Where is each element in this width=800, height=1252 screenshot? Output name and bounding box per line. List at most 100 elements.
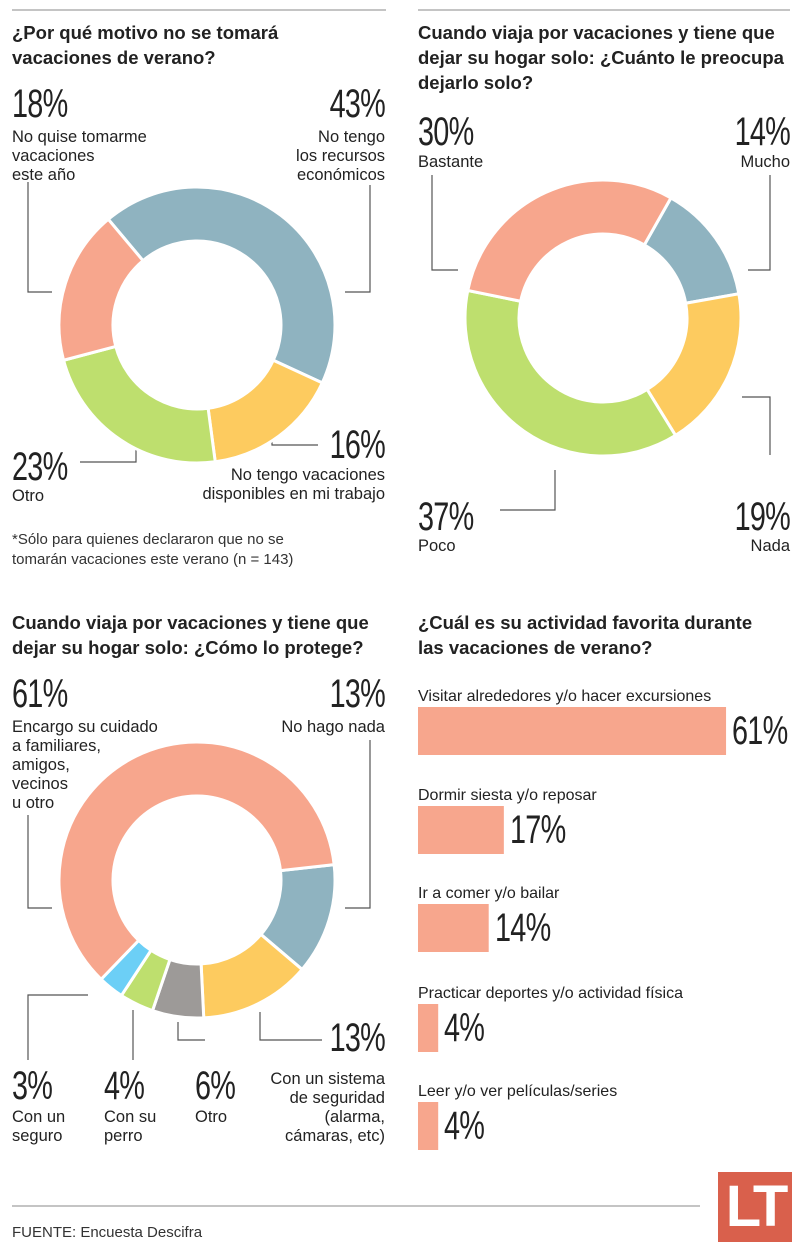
label-line: Encargo su cuidado	[12, 718, 158, 736]
slice-label: No hago nada	[281, 718, 385, 736]
leader-line	[27, 815, 52, 909]
donut-slice	[57, 740, 336, 982]
donut-slice	[57, 217, 146, 363]
bar-value-label: 4%	[444, 1006, 485, 1050]
slice-label: Encargo su cuidado a familiares, amigos, ve…	[12, 718, 158, 813]
chart4-title: ¿Cuál es su actividad favorita durante l…	[418, 610, 752, 660]
title-line: Cuando viaja por vacaciones y tiene que	[418, 22, 775, 43]
bar-value-label: 61%	[732, 709, 788, 753]
bar	[418, 1102, 439, 1150]
pct-label: 61%	[12, 672, 68, 716]
slice-label: Otro	[195, 1108, 228, 1126]
bar-value-label: 4%	[444, 1104, 485, 1148]
slice-label: Con un sistema de seguridad (alarma, cámara…	[270, 1070, 385, 1146]
label-line: vacaciones	[12, 147, 95, 165]
leader-line	[748, 175, 771, 271]
donut-slice	[106, 185, 337, 385]
donut-chart-preocupa	[463, 178, 743, 458]
footnote: *Sólo para quienes declararon que no se t…	[12, 530, 293, 570]
bar-category-label: Leer y/o ver películas/series	[418, 1083, 618, 1100]
title-line: ¿Cuál es su actividad favorita durante	[418, 612, 753, 633]
note-line: *Sólo para quienes declararon que no se	[12, 531, 284, 548]
label-line: cámaras, etc)	[285, 1127, 385, 1145]
bar	[418, 1004, 439, 1052]
bar-category-label: Visitar alrededores y/o hacer excursione…	[418, 688, 712, 705]
leader-line	[259, 1012, 322, 1041]
note-line: tomarán vacaciones este verano (n = 143)	[12, 551, 294, 568]
pct-label: 13%	[329, 672, 386, 716]
bar-chart-actividad	[418, 707, 727, 1150]
leader-line	[27, 182, 52, 293]
label-line: económicos	[296, 166, 385, 184]
pct-label: 4%	[104, 1064, 145, 1108]
label-line: No tengo vacaciones	[230, 466, 385, 484]
pct-label: 18%	[12, 82, 68, 126]
label-line: a familiares,	[12, 737, 101, 755]
slice-label: No tengo vacaciones disponibles en mi tra…	[202, 466, 385, 504]
donut-slice	[206, 358, 325, 464]
title-line: dejar su hogar solo: ¿Cómo lo protege?	[12, 637, 364, 658]
pct-label: 6%	[195, 1064, 236, 1108]
label-line: de seguridad	[289, 1089, 385, 1107]
title-line: Cuando viaja por vacaciones y tiene que	[12, 612, 369, 633]
label-line: amigos,	[12, 756, 70, 774]
bar	[418, 707, 727, 755]
leader-line	[500, 470, 556, 511]
bar	[418, 904, 489, 952]
leader-line	[27, 994, 88, 1060]
title-line: las vacaciones de verano?	[418, 637, 653, 658]
pct-label: 13%	[329, 1016, 386, 1060]
slice-label: Poco	[418, 537, 456, 555]
pct-label: 23%	[12, 445, 68, 489]
logo: LT	[718, 1172, 792, 1242]
leader-line	[742, 396, 771, 455]
donut-slice	[463, 288, 678, 458]
chart1-title: ¿Por qué motivo no se tomará vacaciones …	[12, 20, 278, 70]
label-line: No tengo	[318, 128, 385, 146]
slice-label: Otro	[12, 487, 45, 505]
pct-label: 3%	[12, 1064, 53, 1108]
title-line: dejarlo solo?	[418, 72, 534, 93]
slice-label: Bastante	[418, 153, 484, 171]
label-line: vecinos	[12, 775, 68, 793]
slice-label: Mucho	[740, 153, 790, 171]
label-line: u otro	[12, 794, 55, 812]
slice-label: Con su perro	[104, 1108, 156, 1146]
label-line: este año	[12, 166, 76, 184]
pct-label: 30%	[418, 110, 474, 154]
label-line: Con un	[12, 1108, 66, 1126]
slice-label: No tengo los recursos económicos	[296, 128, 385, 185]
pct-label: 37%	[418, 495, 474, 539]
label-line: (alarma,	[324, 1108, 385, 1126]
pct-label: 43%	[329, 82, 386, 126]
source-text: FUENTE: Encuesta Descifra	[12, 1224, 203, 1241]
divider-lines	[12, 9, 790, 1207]
leader-line	[345, 740, 371, 909]
label-line: disponibles en mi trabajo	[202, 485, 385, 503]
leader-line	[177, 1022, 205, 1041]
slice-label: No quise tomarme vacaciones este año	[12, 128, 147, 185]
label-line: los recursos	[296, 147, 385, 165]
label-line: Con un sistema	[270, 1070, 385, 1088]
leader-line	[345, 185, 371, 293]
slice-label: Nada	[750, 537, 790, 555]
bar-category-label: Ir a comer y/o bailar	[418, 885, 560, 902]
title-line: ¿Por qué motivo no se tomará	[12, 22, 279, 43]
leader-line	[431, 175, 458, 271]
bar-value-label: 17%	[509, 808, 566, 852]
label-line: seguro	[12, 1127, 63, 1145]
pct-label: 19%	[734, 495, 791, 539]
leader-lines	[27, 175, 771, 1060]
label-line: Con su	[104, 1108, 157, 1126]
label-line: No quise tomarme	[12, 128, 147, 146]
label-line: perro	[104, 1127, 143, 1145]
pct-label: 14%	[734, 110, 791, 154]
donut-slice	[465, 178, 673, 304]
donut-chart-protege	[57, 740, 337, 1020]
chart2-title: Cuando viaja por vacaciones y tiene que …	[418, 20, 784, 95]
donut-chart-motivo	[57, 185, 337, 465]
bar-value-label: 14%	[494, 906, 551, 950]
slice-label: Con un seguro	[12, 1108, 65, 1146]
title-line: dejar su hogar solo: ¿Cuánto le preocupa	[418, 47, 784, 68]
chart3-title: Cuando viaja por vacaciones y tiene que …	[12, 610, 369, 660]
